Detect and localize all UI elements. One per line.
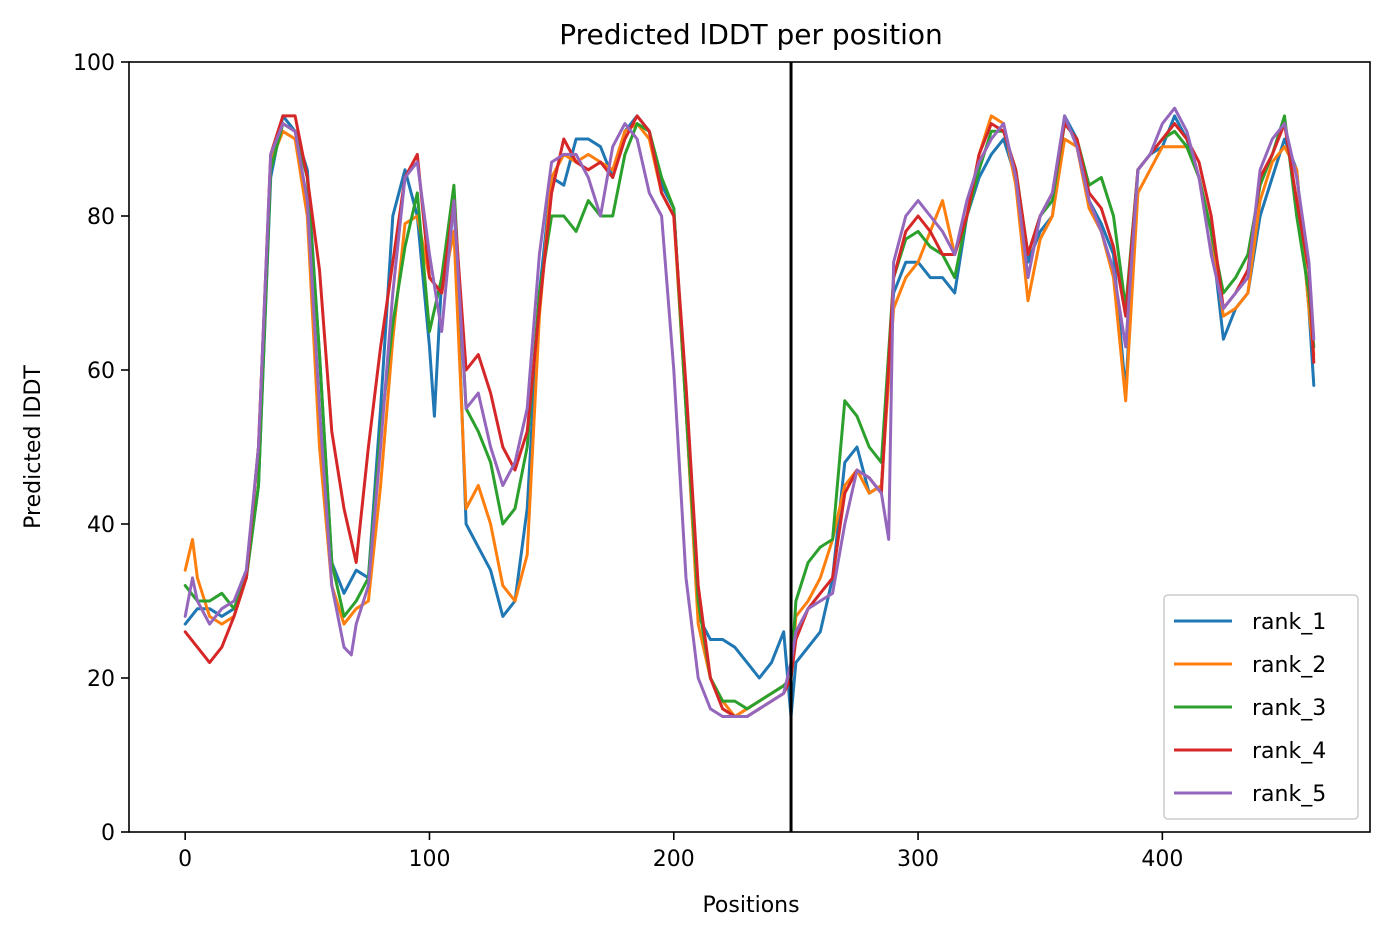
x-tick-label: 400: [1141, 847, 1183, 872]
y-tick-label: 80: [87, 205, 115, 230]
legend: rank_1 rank_2 rank_3 rank_4 rank_5: [1163, 594, 1359, 820]
legend-label-rank_2: rank_2: [1252, 653, 1326, 678]
x-tick-label: 200: [653, 847, 695, 872]
plot-area: [183, 62, 1316, 832]
y-tick-label: 100: [73, 51, 115, 76]
plot-frame: [128, 61, 1371, 833]
legend-label-rank_3: rank_3: [1252, 696, 1326, 721]
series-line-rank_5: [183, 106, 1316, 718]
x-axis-label: Positions: [702, 893, 799, 918]
chart-title: Predicted lDDT per position: [559, 18, 943, 51]
x-tick-label: 100: [408, 847, 450, 872]
legend-label-rank_1: rank_1: [1252, 610, 1326, 635]
y-axis: 0 20 40 60 80 100: [73, 51, 129, 846]
y-tick-label: 20: [87, 667, 115, 692]
legend-label-rank_5: rank_5: [1252, 782, 1326, 807]
y-tick-label: 60: [87, 359, 115, 384]
y-tick-label: 0: [101, 821, 115, 846]
x-axis: 0 100 200 300 400: [178, 832, 1183, 872]
y-axis-label: Predicted lDDT: [21, 365, 46, 529]
x-tick-label: 0: [178, 847, 192, 872]
y-tick-label: 40: [87, 513, 115, 538]
legend-label-rank_4: rank_4: [1252, 739, 1326, 764]
series-group: [183, 106, 1316, 718]
legend-box: [1163, 594, 1359, 820]
x-tick-label: 300: [897, 847, 939, 872]
